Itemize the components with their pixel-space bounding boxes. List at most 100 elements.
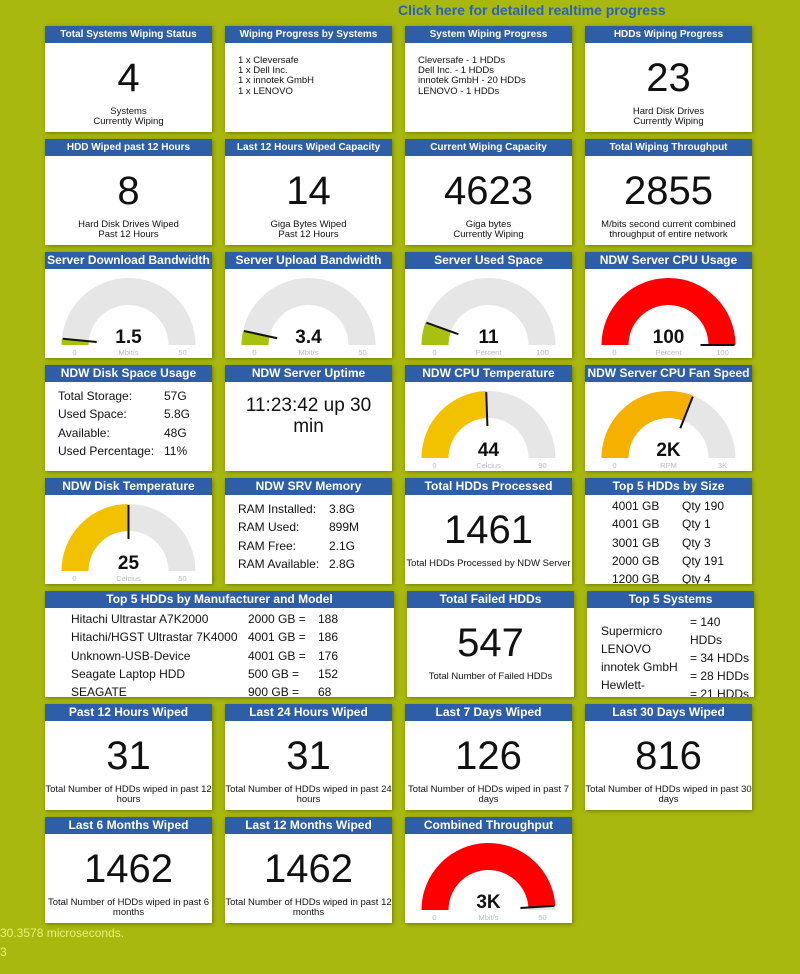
kv-value: 5.8G: [164, 407, 191, 422]
panel-title: Top 5 Systems: [587, 591, 754, 608]
uptime-value: 11:23:42 up 30 min: [245, 395, 372, 437]
model-qty: 186: [318, 630, 339, 645]
gauge-max: 100: [716, 348, 729, 357]
size-item: 2000 GB: [612, 553, 660, 568]
caption-line1: Total Number of HDDs wiped in past 24: [225, 784, 392, 795]
gauge-max: 90: [538, 461, 546, 470]
caption-line2: months: [292, 907, 325, 918]
systems-counts: = 140 HDDs = 34 HDDs = 28 HDDs = 21 HDDs: [690, 613, 754, 697]
gauge-track: [61, 278, 196, 345]
gauge: 2K 0 RPM 3K: [601, 391, 736, 470]
system-progress-list: Cleversafe - 1 HDDs Dell Inc. - 1 HDDs i…: [418, 55, 526, 97]
panel-title: HDDs Wiping Progress: [585, 26, 752, 43]
qty-item: Qty 190: [682, 499, 725, 513]
model-sizes: 2000 GB = 4001 GB = 4001 GB = 500 GB = 9…: [248, 610, 306, 697]
model-quantities: 188 186 176 152 68: [318, 610, 338, 697]
last-7-days-wiped-panel: Last 7 Days Wiped 126 Total Number of HD…: [405, 704, 572, 810]
panel-title: HDD Wiped past 12 Hours: [45, 139, 212, 156]
realtime-progress-link[interactable]: Click here for detailed realtime progres…: [398, 2, 666, 18]
wiped-count: 1462: [84, 847, 173, 891]
qty-item: Qty 4: [682, 572, 711, 584]
gauge-value: 11: [478, 327, 499, 348]
panel-title: NDW Server CPU Fan Speed: [585, 365, 752, 382]
panel-title: Total Systems Wiping Status: [45, 26, 212, 43]
model-size: 4001 GB =: [248, 630, 306, 645]
panel-title: Last 12 Hours Wiped Capacity: [225, 139, 392, 156]
model-names: Hitachi Ultrastar A7K2000 Hitachi/HGST U…: [71, 610, 238, 697]
caption-line2: Past 12 Hours: [278, 229, 339, 240]
last-24-hours-wiped-panel: Last 24 Hours Wiped 31 Total Number of H…: [225, 704, 392, 810]
panel-title: Total Failed HDDs: [407, 591, 574, 608]
gauge-unit: Celcius: [476, 461, 501, 470]
panel-title: Top 5 HDDs by Size: [585, 478, 752, 495]
hdd-wiped-12h-value: 8: [117, 169, 140, 213]
throughput-value: 2855: [624, 169, 713, 213]
caption-line2: months: [112, 907, 145, 918]
gauge: 25 0 Celcius 50: [61, 504, 196, 583]
model-size: 500 GB =: [248, 666, 300, 681]
caption-line2: Currently Wiping: [93, 116, 164, 127]
system-name: LENOVO: [601, 642, 652, 656]
total-throughput-panel: Total Wiping Throughput 2855 M/bits seco…: [585, 139, 752, 245]
model-qty: 68: [318, 685, 332, 697]
kv-value: 3.8G: [329, 502, 356, 516]
caption-line1: Total Number of HDDs wiped in past 30: [585, 784, 752, 795]
gauge-min: 0: [432, 348, 436, 357]
gauge-value: 100: [653, 327, 685, 348]
gauge-unit: RPM: [660, 461, 677, 470]
disk-space-values: 57G 5.8G 48G 11%: [164, 387, 190, 460]
kv-label: Used Space:: [58, 407, 127, 422]
kv-label: Available:: [58, 425, 110, 440]
progress-by-systems-panel: Wiping Progress by Systems 1 x Cleversaf…: [225, 26, 392, 132]
panel-title: Last 6 Months Wiped: [45, 817, 212, 834]
model-qty: 188: [318, 612, 339, 626]
top5-by-model-panel: Top 5 HDDs by Manufacturer and Model Hit…: [45, 591, 394, 697]
wiped-count: 1462: [264, 847, 353, 891]
size-item: 4001 GB: [612, 517, 660, 532]
gauge-min: 0: [432, 461, 436, 470]
gauge-needle: [62, 337, 97, 343]
kv-label: RAM Used:: [238, 520, 300, 535]
gauge-fill: [61, 504, 129, 571]
gauge: 44 0 Celcius 90: [421, 391, 556, 470]
kv-label: RAM Available:: [238, 556, 320, 571]
caption-line1: Hard Disk Drives: [632, 106, 705, 117]
cpu-temperature-panel: NDW CPU Temperature 44 0 Celcius 90: [405, 365, 572, 471]
size-item: 1200 GB: [612, 572, 660, 584]
caption-line1: Hard Disk Drives Wiped: [78, 219, 179, 230]
qty-item: Qty 191: [682, 553, 725, 568]
gauge-track: [241, 278, 376, 345]
caption-line1: Total Number of HDDs wiped in past 6: [47, 897, 210, 908]
total-failed-hdds-panel: Total Failed HDDs 547 Total Number of Fa…: [407, 591, 574, 697]
qty-item: Qty 3: [682, 535, 711, 550]
combined-throughput-panel: Combined Throughput 3K 0 Mbit/s 50: [405, 817, 572, 923]
caption-line2: Past 12 Hours: [98, 229, 159, 240]
gauge-value: 44: [478, 440, 500, 461]
list-item: Cleversafe - 1 HDDs: [418, 55, 506, 66]
panel-title: NDW Server Uptime: [225, 365, 392, 382]
size-item: 3001 GB: [612, 535, 660, 550]
gauge-value: 3K: [476, 892, 501, 913]
model-name: SEAGATE: [71, 685, 127, 697]
gauge-min: 0: [252, 348, 256, 357]
model-size: 4001 GB =: [248, 648, 306, 663]
caption-line1: Giga Bytes Wiped: [270, 219, 347, 230]
caption-line2: hours: [116, 794, 141, 805]
panel-title: Wiping Progress by Systems: [225, 26, 392, 43]
caption-line2: hours: [296, 794, 321, 805]
wiped-count: 31: [286, 734, 331, 778]
caption-line2: days: [658, 794, 679, 805]
panel-title: Top 5 HDDs by Manufacturer and Model: [45, 591, 394, 608]
total-systems-status-panel: Total Systems Wiping Status 4 Systems Cu…: [45, 26, 212, 132]
footer-timing: 30.3578 microseconds.: [0, 926, 125, 940]
total-processed-value: 1461: [444, 508, 533, 552]
system-count: = 34 HDDs: [690, 651, 750, 665]
caption-line2: days: [478, 794, 499, 805]
model-name: Hitachi/HGST Ultrastar 7K4000: [71, 630, 238, 645]
gauge: 3K 0 Mbit/s 50: [421, 843, 556, 922]
model-size: 2000 GB =: [248, 612, 306, 626]
caption-line1: Total Number of HDDs wiped in past 12: [225, 897, 392, 908]
model-size: 900 GB =: [248, 685, 300, 697]
gauge: 11 0 Percent 100: [421, 278, 556, 357]
kv-label: Used Percentage:: [58, 443, 155, 458]
